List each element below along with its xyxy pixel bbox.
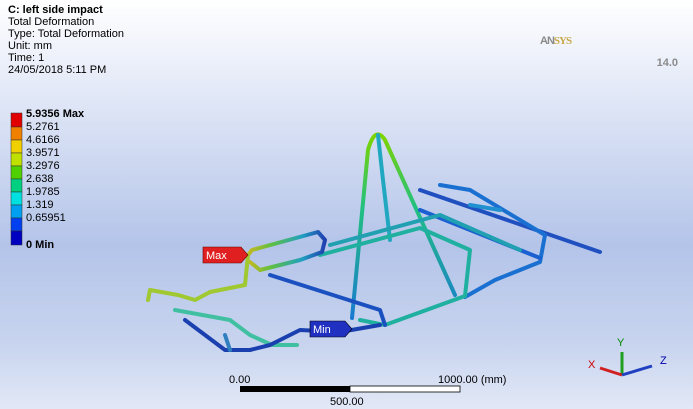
legend-label: 3.9571 bbox=[26, 147, 60, 159]
scale-label: 0.00 bbox=[229, 374, 250, 386]
ansys-viewport: C: left side impact Total Deformation Ty… bbox=[0, 0, 693, 409]
axis-label: Y bbox=[617, 337, 625, 349]
axis-label: Z bbox=[660, 355, 667, 367]
scale-label: 1000.00 (mm) bbox=[438, 374, 506, 386]
logo-part: AN bbox=[540, 35, 555, 47]
probe-label: Max bbox=[206, 250, 227, 262]
result-line: Total Deformation bbox=[8, 16, 94, 28]
max-probe: Max bbox=[203, 247, 248, 263]
probe-label: Min bbox=[313, 324, 331, 336]
legend-label: 2.638 bbox=[26, 173, 54, 185]
legend-label: 0 Min bbox=[26, 239, 54, 251]
legend-label: 4.6166 bbox=[26, 134, 60, 146]
legend-label: 5.9356 Max bbox=[26, 108, 85, 120]
axis-triad bbox=[600, 352, 652, 375]
scale-bar bbox=[240, 386, 460, 392]
scale-label: 500.00 bbox=[330, 396, 364, 408]
result-title: C: left side impact bbox=[8, 4, 103, 16]
frame-model bbox=[148, 134, 600, 350]
legend-label: 1.9785 bbox=[26, 186, 60, 198]
legend-bar bbox=[11, 113, 22, 245]
axis-label: X bbox=[588, 359, 596, 371]
scene: C: left side impact Total Deformation Ty… bbox=[0, 0, 693, 409]
legend-label: 0.65951 bbox=[26, 212, 66, 224]
result-line: Type: Total Deformation bbox=[8, 28, 124, 40]
legend-label: 3.2976 bbox=[26, 160, 60, 172]
logo: ANSYS bbox=[540, 35, 572, 47]
logo-part: SYS bbox=[554, 35, 572, 47]
result-line: 24/05/2018 5:11 PM bbox=[8, 64, 106, 76]
legend-label: 1.319 bbox=[26, 199, 54, 211]
min-probe: Min bbox=[310, 321, 352, 337]
version: 14.0 bbox=[657, 57, 678, 69]
legend-label: 5.2761 bbox=[26, 121, 60, 133]
result-line: Unit: mm bbox=[8, 40, 52, 52]
result-line: Time: 1 bbox=[8, 52, 44, 64]
